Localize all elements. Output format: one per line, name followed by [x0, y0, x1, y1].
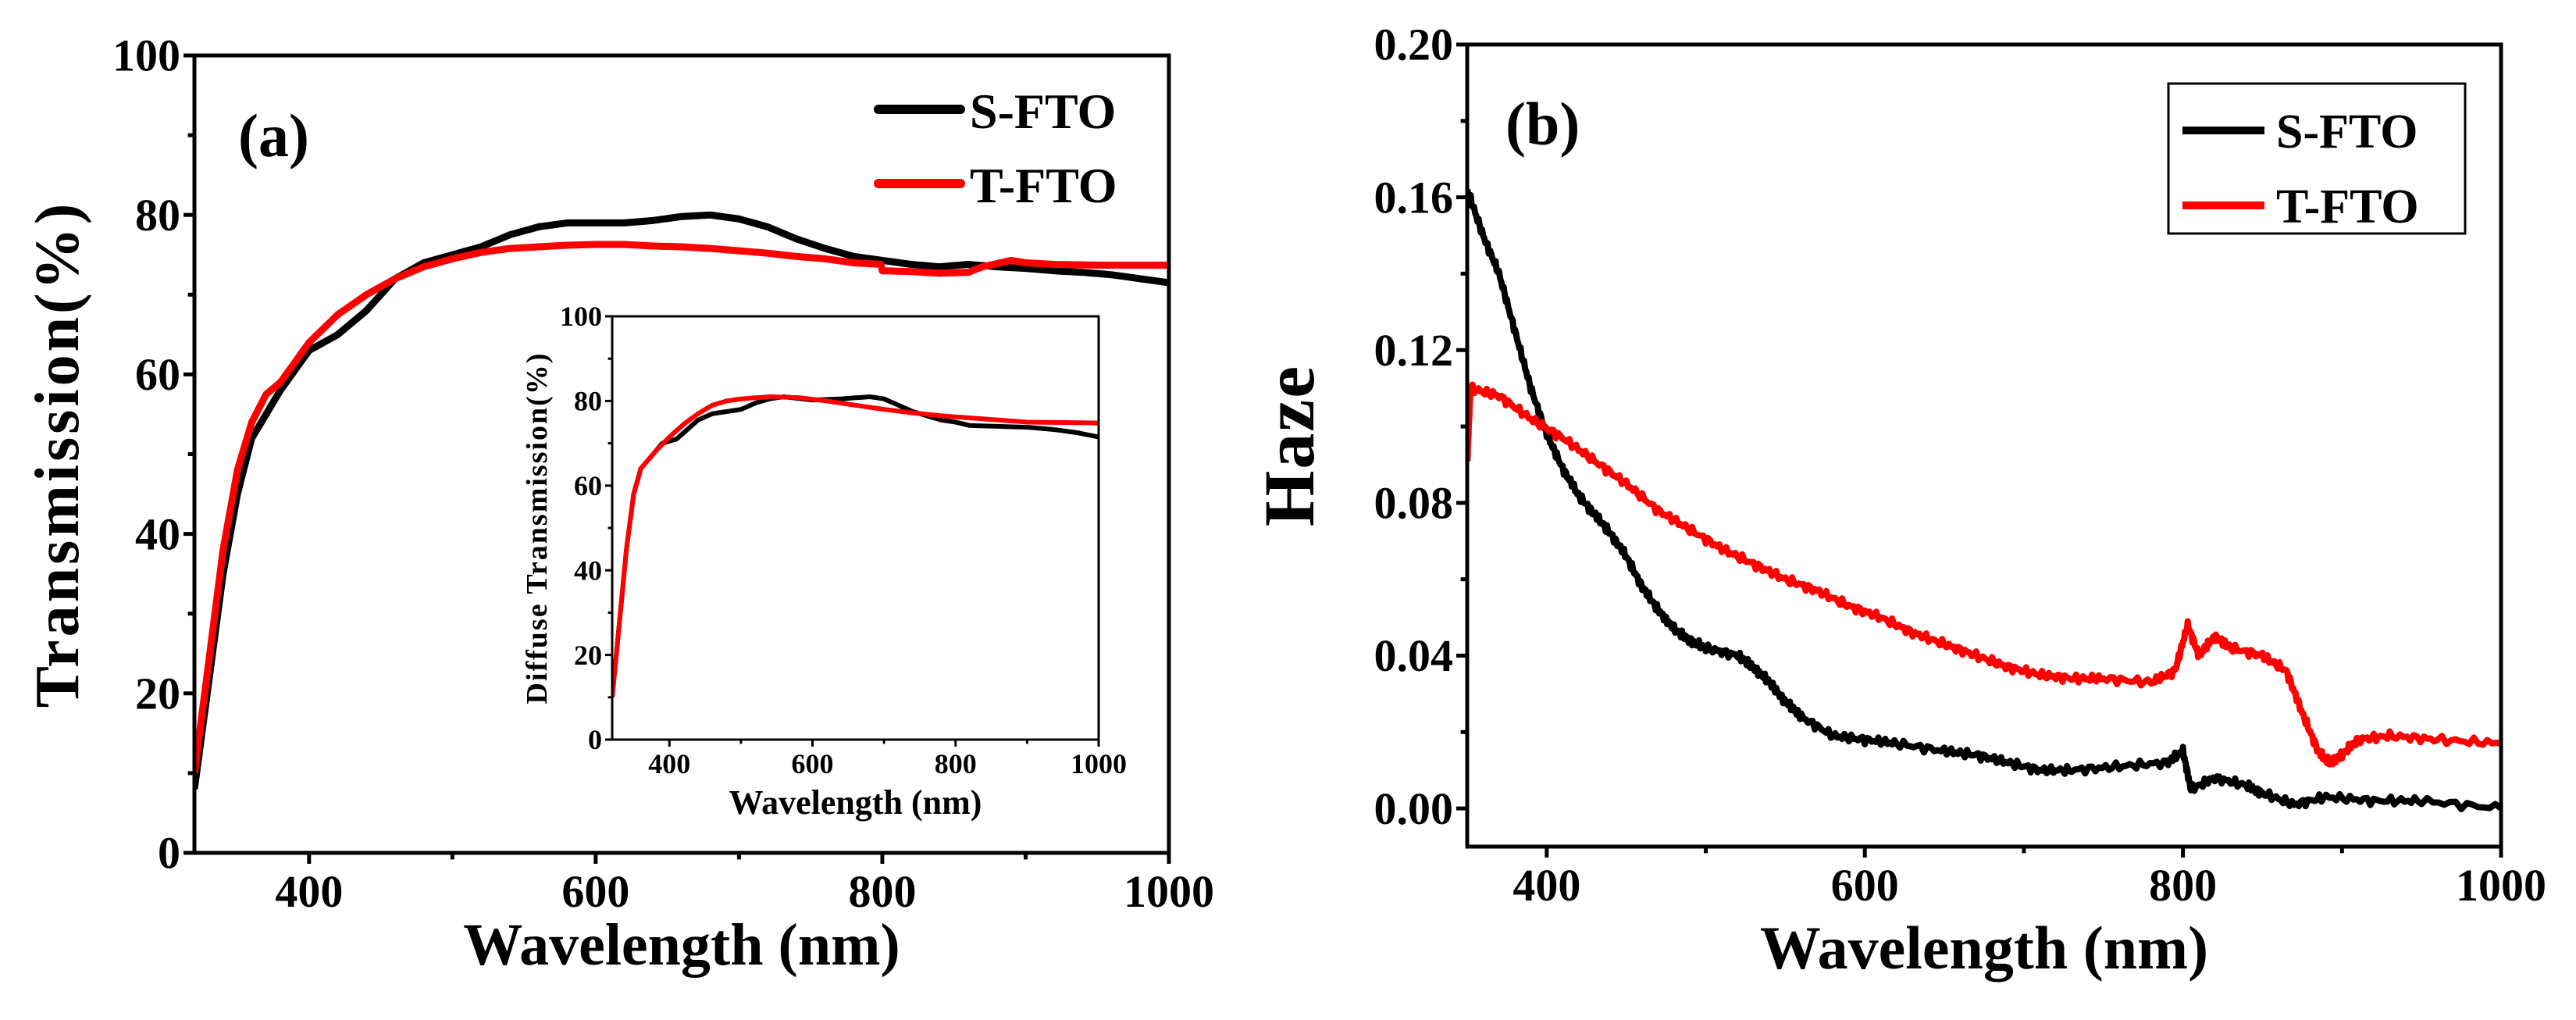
y-tick-label: 100	[560, 301, 602, 332]
panel-label: (a)	[238, 102, 309, 169]
x-tick-label: 1000	[1071, 748, 1127, 779]
legend-label: T-FTO	[970, 158, 1117, 213]
y-tick-label: 40	[135, 508, 180, 559]
legend-label: S-FTO	[970, 84, 1116, 139]
x-tick-label: 1000	[2456, 860, 2546, 911]
plot-area	[612, 394, 1099, 698]
y-tick-label: 20	[135, 669, 180, 719]
x-tick-label: 600	[1831, 860, 1899, 911]
legend-label: T-FTO	[2276, 180, 2419, 234]
series-line-t-fto	[194, 241, 1169, 774]
x-tick-label: 1000	[1124, 866, 1214, 917]
y-tick-label: 80	[574, 386, 602, 417]
series-line-t-fto	[1467, 381, 2501, 768]
series-line-s-fto	[194, 211, 1169, 790]
y-tick-label: 0.08	[1374, 478, 1454, 529]
panel-label: (b)	[1505, 90, 1580, 158]
y-tick-label: 0	[588, 724, 602, 755]
y-axis-label: Transmission(%)	[23, 201, 92, 708]
x-tick-label: 800	[848, 866, 916, 917]
x-axis-label: Wavelength (nm)	[729, 783, 982, 822]
y-tick-label: 0.00	[1374, 783, 1454, 834]
y-tick-label: 0	[158, 828, 180, 879]
y-tick-label: 0.16	[1374, 172, 1454, 223]
panel-b: 400 600 800 1000 0.00 0.04 0.08 0.12 0.16 0.20 Wav…	[1249, 20, 2546, 982]
plot-area	[194, 211, 1169, 790]
inset: 400 600 800 1000 0 20 40 60 80 100 Wavelength (nm)…	[521, 301, 1127, 822]
x-tick-label: 800	[2149, 860, 2217, 911]
y-tick-label: 80	[135, 190, 180, 241]
y-tick-label: 0.12	[1374, 325, 1454, 376]
x-axis-label: Wavelength (nm)	[463, 912, 900, 978]
x-axis-label: Wavelength (nm)	[1760, 914, 2208, 982]
axes-frame	[1465, 42, 2503, 849]
y-tick-label: 60	[574, 470, 602, 501]
x-tick-label: 800	[935, 748, 977, 779]
y-tick-label: 20	[574, 640, 602, 671]
x-tick-label: 600	[561, 866, 629, 917]
series-line-t-fto	[612, 394, 1099, 698]
y-axis-label: Diffuse Transmission(%)	[521, 351, 554, 704]
y-tick-label: 0.20	[1374, 20, 1454, 70]
x-tick-label: 400	[1512, 860, 1580, 911]
y-tick-label: 0.04	[1374, 630, 1454, 681]
legend-label: S-FTO	[2276, 105, 2417, 159]
x-tick-label: 600	[792, 748, 834, 779]
series-line-s-fto	[1467, 188, 2501, 812]
x-tick-label: 400	[275, 866, 343, 917]
y-tick-label: 100	[112, 30, 180, 81]
plot-area	[1467, 188, 2501, 812]
y-tick-label: 60	[135, 349, 180, 400]
y-tick-label: 40	[574, 555, 602, 586]
x-tick-label: 400	[648, 748, 690, 779]
y-axis-label: Haze	[1249, 365, 1329, 526]
